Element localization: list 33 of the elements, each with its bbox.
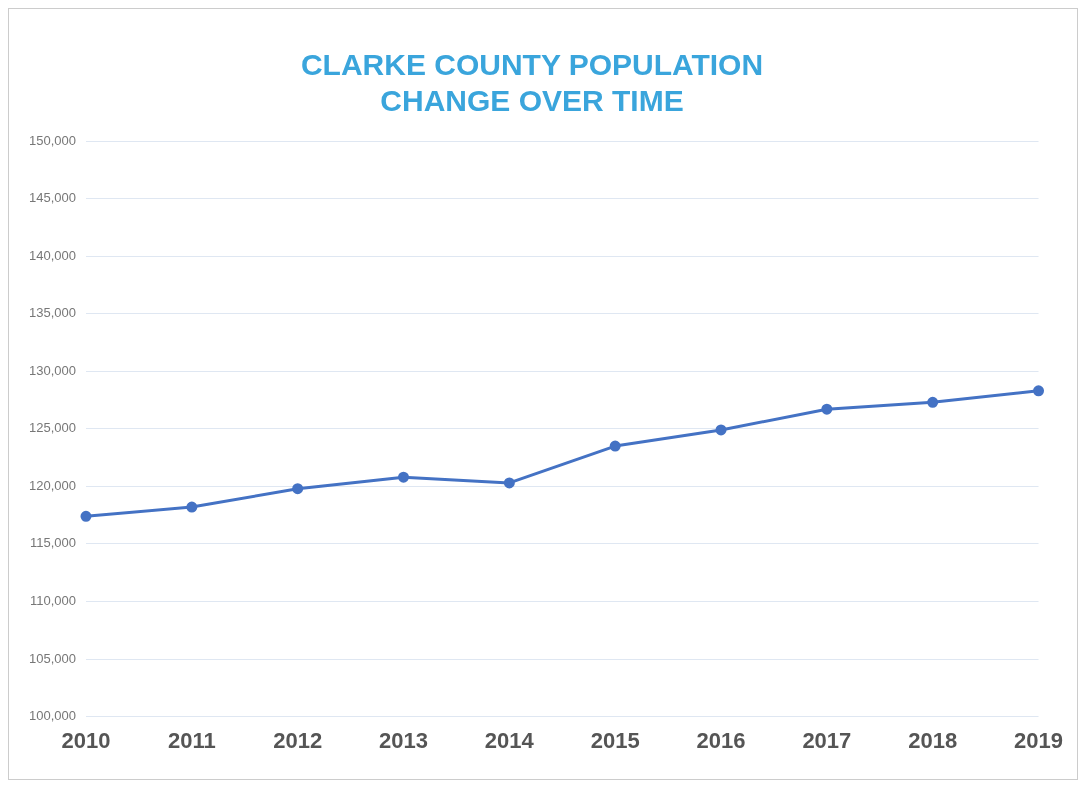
x-tick-label: 2013 [379,727,428,753]
point [398,471,409,483]
y-tick-label: 135,000 [28,305,76,321]
point [715,424,727,436]
y-tick-label: 110,000 [29,593,76,609]
point [80,510,92,522]
y-tick-label: 115,000 [29,535,76,551]
x-tick-label: 2010 [61,727,111,753]
point [821,403,833,415]
text: CHANGE OVER TIME [380,84,684,118]
point [186,501,198,513]
y-tick-label: 130,000 [28,362,76,378]
point [503,477,515,489]
point [1033,385,1045,397]
x-tick-label: 2019 [1014,727,1064,753]
y-tick-label: 100,000 [28,708,76,724]
x-tick-label: 2012 [273,727,323,753]
y-tick-label: 145,000 [28,190,76,206]
y-tick-label: 125,000 [28,420,76,436]
x-tick-label: 2016 [696,727,746,753]
y-tick-label: 105,000 [28,650,76,666]
x-tick-label: 2018 [908,727,958,753]
point [292,483,304,495]
point [609,440,621,452]
x-tick-label: 2017 [802,727,852,753]
y-tick-label: 140,000 [28,247,76,263]
y-tick-label: 120,000 [28,477,76,493]
x-tick-label: 2015 [590,727,640,753]
point [927,396,939,408]
x-tick-label: 2011 [167,727,216,753]
y-tick-label: 150,000 [28,132,76,148]
x-tick-label: 2014 [484,727,535,753]
text: CLARKE COUNTY POPULATION [300,48,764,82]
